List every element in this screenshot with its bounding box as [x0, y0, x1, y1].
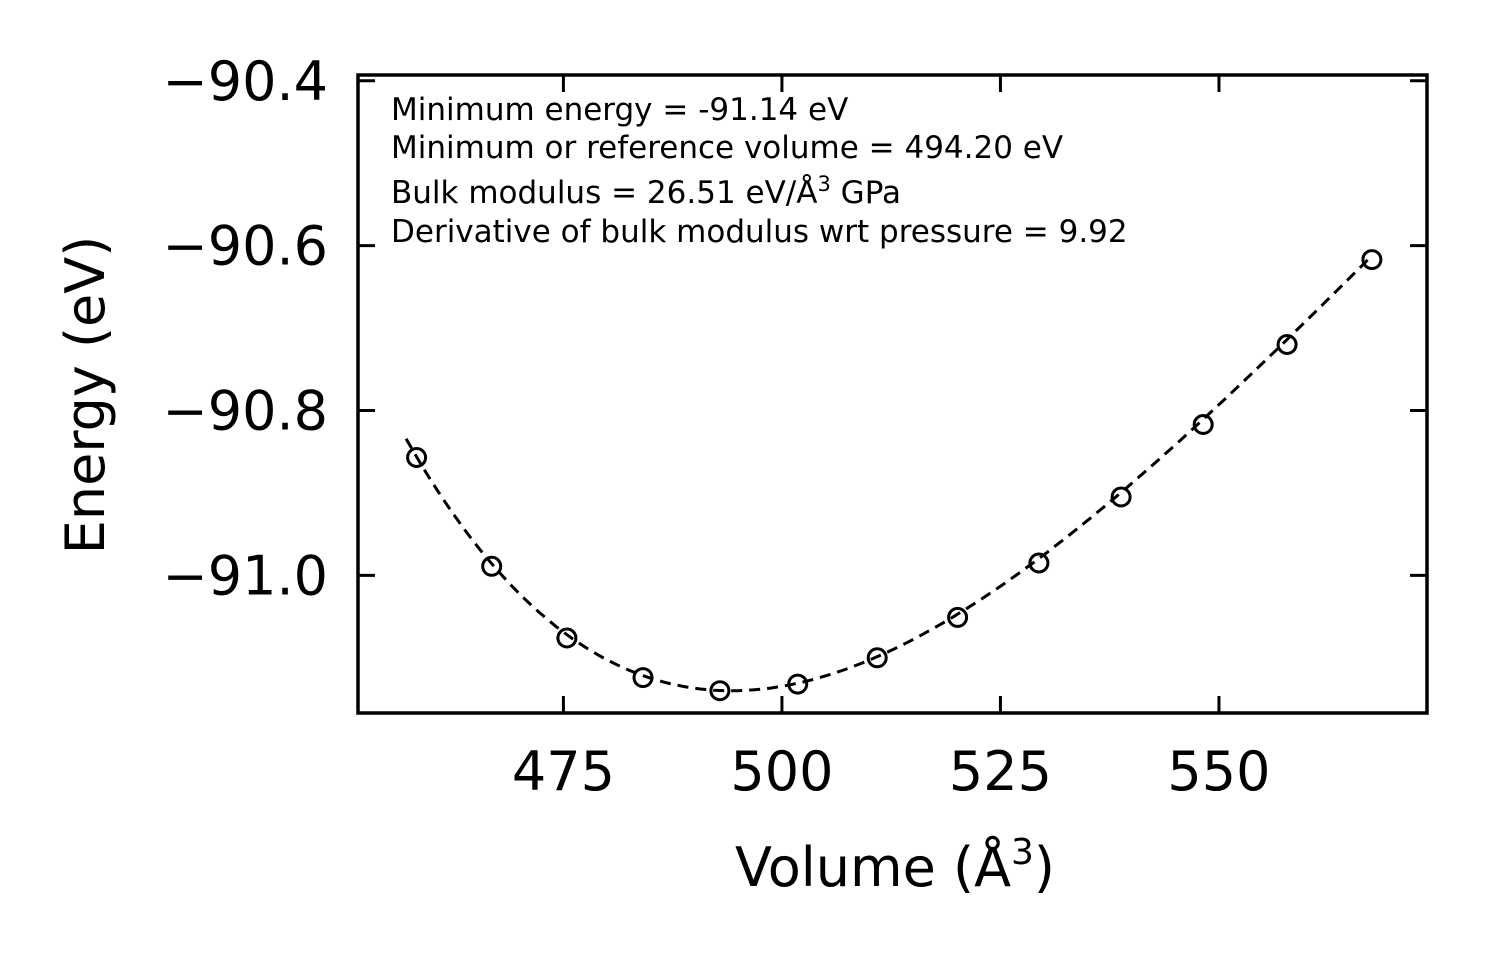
annotation-line-3-sup: 3: [817, 172, 830, 196]
data-point: [1361, 249, 1383, 271]
x-tick-label: 550: [1167, 740, 1270, 803]
data-point: [709, 680, 731, 702]
data-point: [1028, 552, 1050, 574]
tick-labels-layer: 475 500 525 550 −90.4 −90.6 −90.8 −91.0: [163, 50, 1271, 803]
fit-curve: [404, 254, 1373, 693]
x-tick-label: 475: [512, 740, 615, 803]
x-tick-label: 500: [730, 740, 833, 803]
data-point: [787, 673, 809, 695]
annotation-line-3: Bulk modulus = 26.51 eV/Å3 GPa: [391, 172, 901, 211]
y-tick-label: −90.6: [163, 215, 328, 278]
y-tick-label: −90.8: [163, 379, 328, 442]
x-axis-label-main: Volume (Å: [735, 835, 1011, 899]
y-tick-label: −90.4: [163, 50, 328, 113]
data-point: [481, 555, 503, 577]
data-point: [632, 667, 654, 689]
data-points-layer: [406, 249, 1383, 702]
annotation-line-4: Derivative of bulk modulus wrt pressure …: [391, 214, 1128, 250]
data-point: [947, 606, 969, 628]
annotation-line-3-main: Bulk modulus = 26.51 eV/Å: [391, 175, 817, 211]
annotation-line-3-suffix: GPa: [831, 175, 901, 211]
data-point: [406, 447, 428, 468]
annotation-line-2: Minimum or reference volume = 494.20 eV: [391, 130, 1063, 166]
data-point: [1110, 486, 1132, 508]
data-point: [1276, 334, 1298, 355]
y-tick-label: −91.0: [163, 544, 328, 607]
x-tick-label: 525: [949, 740, 1052, 803]
annotation-line-1: Minimum energy = -91.14 eV: [391, 92, 848, 128]
data-point: [1192, 414, 1214, 435]
data-point: [866, 647, 888, 669]
ticks-layer: [358, 75, 1427, 713]
x-axis-label-close: ): [1034, 836, 1055, 899]
fit-curve-layer: [404, 254, 1373, 693]
data-point: [556, 627, 578, 649]
x-axis-label-sup: 3: [1011, 832, 1034, 873]
plot-frame: [356, 73, 1429, 715]
x-axis-label: Volume (Å3): [735, 832, 1055, 899]
y-axis-label: Energy (eV): [54, 236, 117, 555]
